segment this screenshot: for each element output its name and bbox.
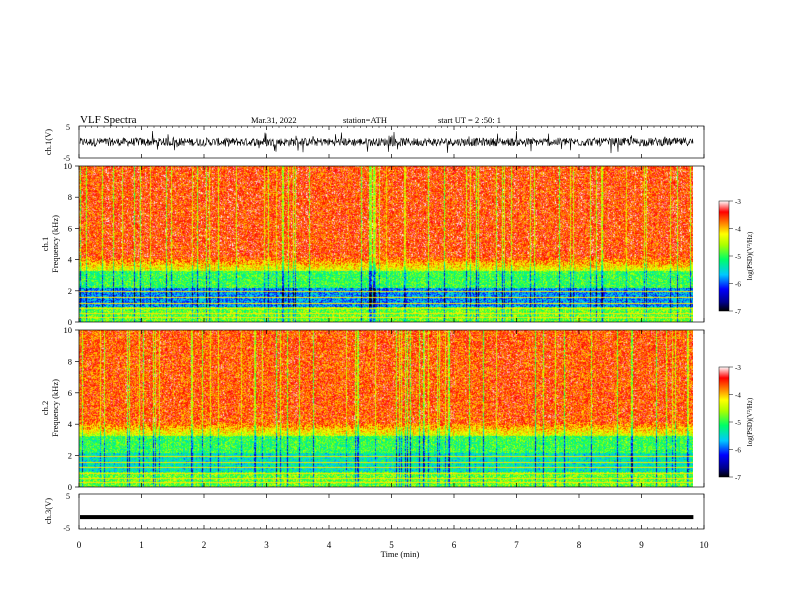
ch1-waveform-ylabel: ch.1(V) — [43, 129, 53, 155]
x-tick-label: 4 — [327, 540, 332, 550]
ch2-channel-label: ch.2 — [40, 401, 50, 415]
freq-tick-label: 6 — [68, 388, 72, 398]
x-tick-label: 8 — [577, 540, 582, 550]
freq-tick-label: 4 — [68, 255, 73, 265]
ch1-channel-label: ch.1 — [40, 237, 50, 251]
x-tick-label: 0 — [77, 540, 82, 550]
colorbar-tick-label: -3 — [735, 198, 741, 206]
ch1-frequency-label: Frequency (kHz) — [50, 215, 60, 273]
colorbar-tick-label: -5 — [735, 253, 741, 261]
date-label: Mar.31, 2022 — [251, 115, 297, 125]
colorbar-tick-label: -7 — [735, 474, 741, 482]
ch3-ytick-minus5: -5 — [63, 524, 70, 533]
ch2-frequency-label: Frequency (kHz) — [50, 379, 60, 437]
freq-tick-label: 0 — [68, 317, 72, 327]
colorbar-tick-label: -7 — [735, 308, 741, 316]
ch3-waveform-ylabel: ch.3(V) — [43, 498, 53, 524]
ch1-ytick-minus5: -5 — [63, 154, 70, 163]
ch2-colorbar-scale — [718, 366, 730, 478]
ch2-colorbar-label: log(PSD)(V²/Hz) — [746, 397, 754, 446]
ch1-spectrogram-heatmap — [79, 166, 693, 322]
freq-tick-label: 8 — [68, 356, 72, 366]
start-time-label: start UT = 2 :50: 1 — [438, 115, 501, 125]
ch1-spectrogram-panel: ch.1 Frequency (kHz) 0 2 4 6 8 10 — [40, 161, 705, 327]
x-tick-label: 5 — [389, 540, 394, 550]
ch3-ytick-5: 5 — [66, 492, 70, 501]
ch1-colorbar-label: log(PSD)(V²/Hz) — [746, 231, 754, 280]
time-axis: 0 1 2 3 4 5 6 7 8 9 10 — [77, 126, 709, 550]
colorbar-tick-label: -6 — [735, 281, 741, 289]
ch3-waveform-frame — [78, 493, 705, 530]
x-tick-label: 1 — [139, 540, 144, 550]
ch2-spectrogram-heatmap — [79, 330, 693, 487]
x-axis-label: Time (min) — [381, 549, 420, 559]
x-tick-label: 9 — [639, 540, 644, 550]
chart-title: VLF Spectra — [80, 114, 137, 126]
colorbar-tick-label: -4 — [735, 226, 741, 234]
colorbar-tick-label: -5 — [735, 419, 741, 427]
ch1-waveform-panel: ch.1(V) 5 -5 — [43, 123, 705, 163]
freq-tick-label: 6 — [68, 223, 72, 233]
ch1-ytick-5: 5 — [66, 123, 70, 132]
freq-tick-label: 2 — [68, 451, 72, 461]
ch2-spectrogram-panel: ch.2 Frequency (kHz) 0 2 4 6 8 10 — [40, 325, 705, 492]
x-tick-label: 2 — [202, 540, 207, 550]
ch3-waveform-trace — [80, 515, 694, 520]
ch3-waveform-panel: ch.3(V) 5 -5 — [43, 492, 705, 533]
colorbar-tick-label: -6 — [735, 447, 741, 455]
x-tick-label: 3 — [264, 540, 269, 550]
freq-tick-label: 4 — [68, 419, 73, 429]
ch1-colorbar: log(PSD)(V²/Hz) -3 -4 -5 -6 -7 — [718, 198, 754, 316]
ch2-frequency-ticks: 0 2 4 6 8 10 — [64, 325, 79, 492]
freq-tick-label: 10 — [64, 325, 73, 335]
x-tick-label: 7 — [514, 540, 519, 550]
freq-tick-label: 10 — [64, 161, 73, 171]
freq-tick-label: 8 — [68, 192, 72, 202]
colorbar-tick-label: -3 — [735, 364, 741, 372]
station-label: station=ATH — [343, 115, 387, 125]
x-tick-label: 6 — [452, 540, 457, 550]
freq-tick-label: 2 — [68, 286, 72, 296]
ch1-heat-image — [79, 166, 693, 322]
colorbar-tick-label: -4 — [735, 392, 741, 400]
ch2-colorbar: log(PSD)(V²/Hz) -3 -4 -5 -6 -7 — [718, 364, 754, 482]
x-tick-label: 10 — [700, 540, 710, 550]
ch1-waveform-trace — [79, 130, 694, 154]
freq-tick-label: 0 — [68, 482, 72, 492]
ch1-colorbar-scale — [718, 200, 730, 312]
ch1-frequency-ticks: 0 2 4 6 8 10 — [64, 161, 79, 327]
ch2-heat-image — [79, 330, 693, 487]
